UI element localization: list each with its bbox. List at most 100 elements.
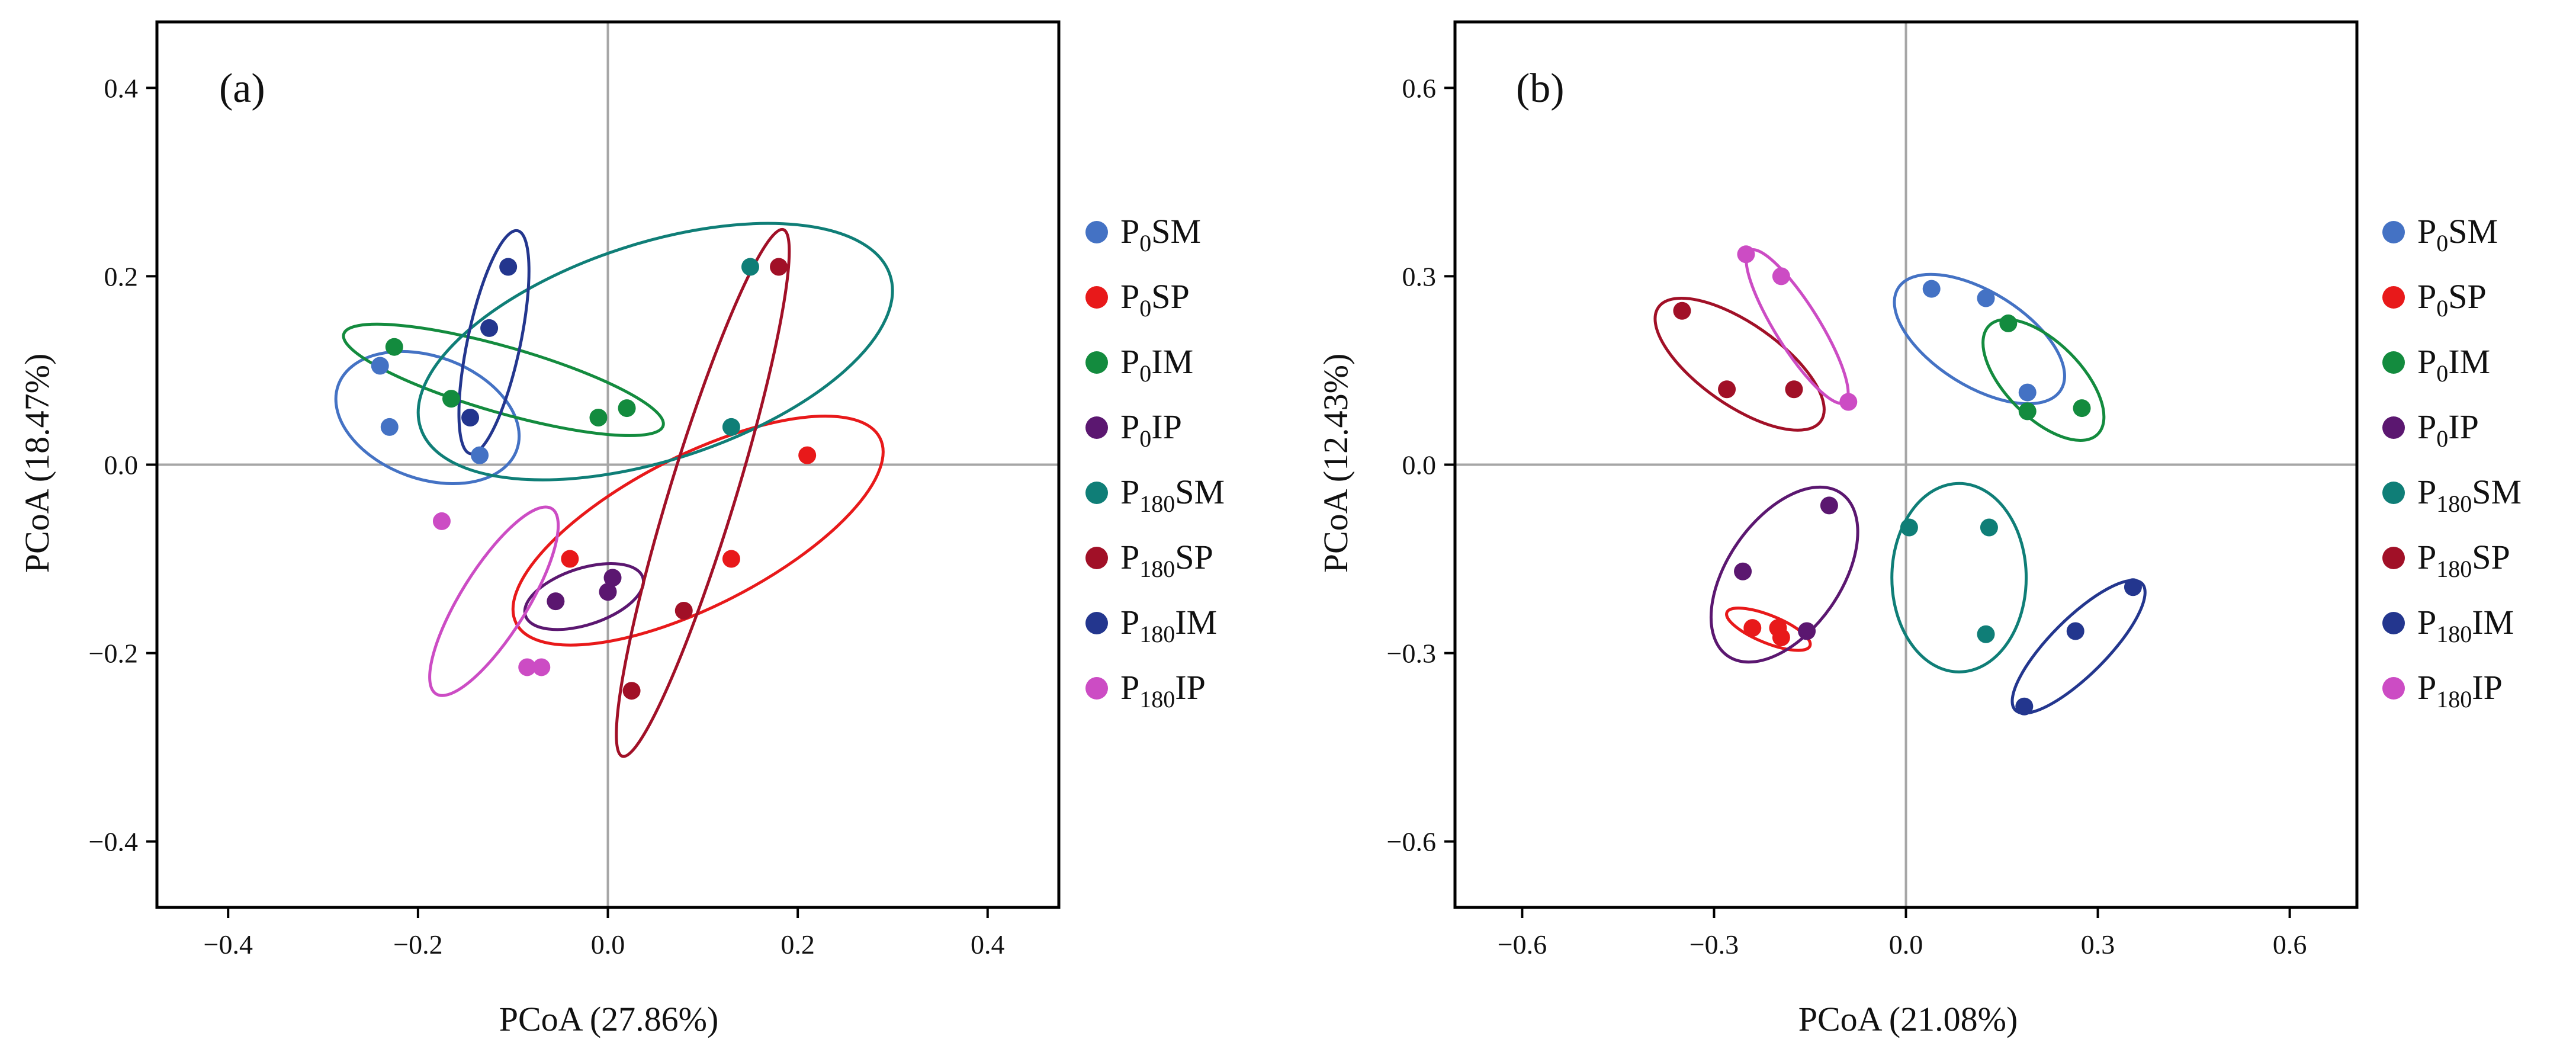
legend-label-p0ip: P0IP: [2417, 408, 2479, 452]
legend-label-p0sm: P0SM: [2417, 212, 2498, 256]
legend-label-p180im: P180IM: [2417, 603, 2514, 647]
legend-item-p180sp: P180SP: [2382, 538, 2510, 582]
x-tick-label-a: 0.2: [780, 929, 815, 960]
legend-item-p180im: P180IM: [1085, 603, 1217, 647]
legend-item-p0sm: P0SM: [2382, 212, 2498, 256]
legend-label-p0ip: P0IP: [1120, 408, 1182, 452]
x-tick-label-a: −0.2: [393, 929, 442, 960]
legend-marker-p0im: [1085, 351, 1108, 374]
point-p0sp-1: [561, 550, 579, 568]
ellipse-p180im: [2010, 579, 2147, 715]
point-p180im-3: [2015, 697, 2034, 716]
point-p180im-1: [499, 258, 518, 276]
point-p180sp-1: [770, 258, 788, 276]
legend-a: P0SM P0SP P0IM P0IP P180SM P180SP P180IM P180IP: [1085, 212, 1225, 713]
point-p180ip-2: [518, 658, 537, 676]
point-p180sp-2: [674, 602, 693, 620]
point-p180sm-3: [1977, 625, 1995, 643]
point-p180im-1: [2124, 578, 2142, 596]
legend-b: P0SM P0SP P0IM P0IP P180SM P180SP P180IM P180IP: [2382, 212, 2522, 713]
point-p180sm-2: [722, 418, 740, 436]
legend-item-p0ip: P0IP: [1085, 408, 1182, 452]
legend-item-p0ip: P0IP: [2382, 408, 2479, 452]
x-tick-label-b: −0.3: [1690, 929, 1739, 960]
legend-marker-p180ip: [2382, 677, 2405, 700]
legend-label-p180ip: P180IP: [2417, 668, 2503, 713]
x-tick-label-b: −0.6: [1498, 929, 1547, 960]
legend-marker-p0sp: [2382, 286, 2405, 309]
point-p180sp-3: [1785, 380, 1803, 399]
point-p0im-2: [442, 390, 460, 408]
ellipse-p0im: [342, 322, 665, 437]
legend-label-p0sp: P0SP: [1120, 277, 1190, 322]
legend-marker-p180sm: [2382, 482, 2405, 504]
point-p0im-3: [589, 408, 608, 426]
ellipse-p180sp: [1653, 296, 1826, 432]
ellipse-p180im: [457, 229, 531, 455]
y-axis-title-b: PCoA (12.43%): [1316, 354, 1355, 573]
point-p0ip-2: [1798, 622, 1816, 640]
legend-item-p180ip: P180IP: [2382, 668, 2503, 713]
plot-area-a: [157, 22, 1059, 907]
point-p180im-3: [461, 408, 480, 426]
legend-label-p180sp: P180SP: [2417, 538, 2510, 582]
y-tick-label-b: 0.0: [1402, 450, 1437, 480]
ellipse-p180sp: [615, 227, 791, 758]
point-p0ip-3: [603, 569, 622, 587]
ellipse-p180sm: [1890, 482, 2028, 673]
legend-label-p0im: P0IM: [2417, 342, 2490, 387]
point-p0sp-2: [722, 550, 740, 568]
y-axis-title-a: PCoA (18.47%): [18, 354, 56, 573]
y-tick-label-b: −0.6: [1387, 827, 1436, 857]
panel-label-a: (a): [219, 66, 265, 111]
point-p180sp-2: [1718, 380, 1736, 399]
point-p0sp-1: [1743, 619, 1762, 637]
y-tick-label-a: −0.4: [89, 827, 138, 857]
legend-item-p0im: P0IM: [2382, 342, 2490, 387]
point-p0sm-3: [471, 446, 489, 464]
legend-item-p0sp: P0SP: [2382, 277, 2487, 322]
ellipse-p180sm: [416, 222, 894, 482]
legend-label-p0sm: P0SM: [1120, 212, 1201, 256]
point-p0ip-3: [1820, 496, 1838, 515]
legend-marker-p180sp: [2382, 547, 2405, 569]
legend-marker-p0ip: [2382, 416, 2405, 439]
y-tick-label-b: 0.6: [1402, 73, 1437, 103]
legend-label-p0sp: P0SP: [2417, 277, 2487, 322]
point-p180sm-2: [1980, 518, 1998, 537]
point-p0sm-1: [371, 357, 389, 375]
panel-a: (a) PCoA (27.86%) PCoA (18.47%) −0.4 −0.2…: [18, 20, 1225, 1038]
y-tick-label-a: 0.2: [104, 261, 139, 291]
legend-label-p180im: P180IM: [1120, 603, 1217, 647]
y-tick-label-a: 0.4: [104, 73, 139, 103]
point-p0sp-3: [798, 446, 817, 464]
point-p0im-3: [2073, 399, 2091, 418]
point-p0ip-1: [1734, 562, 1752, 580]
legend-label-p180ip: P180IP: [1120, 668, 1206, 713]
x-tick-label-a: 0.4: [971, 929, 1005, 960]
x-tick-label-b: 0.3: [2081, 929, 2115, 960]
legend-item-p180ip: P180IP: [1085, 668, 1206, 713]
y-tick-label-a: −0.2: [89, 639, 138, 669]
point-p0im-2: [2018, 402, 2037, 421]
legend-item-p180sm: P180SM: [2382, 473, 2522, 517]
point-p0sm-2: [380, 418, 399, 436]
ellipse-p0sm: [1893, 272, 2066, 406]
plot-area-b: [1455, 22, 2357, 907]
legend-item-p180im: P180IM: [2382, 603, 2514, 647]
point-p180sm-1: [741, 258, 759, 276]
ellipse-p0im: [1981, 317, 2106, 442]
y-tick-label-b: −0.3: [1387, 639, 1436, 669]
point-p0im-1: [385, 338, 403, 356]
legend-marker-p180sp: [1085, 547, 1108, 569]
point-p0ip-2: [599, 583, 617, 601]
point-p180sp-3: [622, 682, 641, 700]
ellipse-p0sm: [334, 349, 521, 486]
legend-label-p180sp: P180SP: [1120, 538, 1213, 582]
ellipse-p0ip: [1709, 485, 1859, 664]
legend-item-p0im: P0IM: [1085, 342, 1193, 387]
x-tick-label-b: 0.6: [2273, 929, 2307, 960]
x-axis-title-a: PCoA (27.86%): [499, 1000, 719, 1038]
x-tick-label-a: −0.4: [204, 929, 253, 960]
point-p0ip-1: [547, 592, 565, 611]
